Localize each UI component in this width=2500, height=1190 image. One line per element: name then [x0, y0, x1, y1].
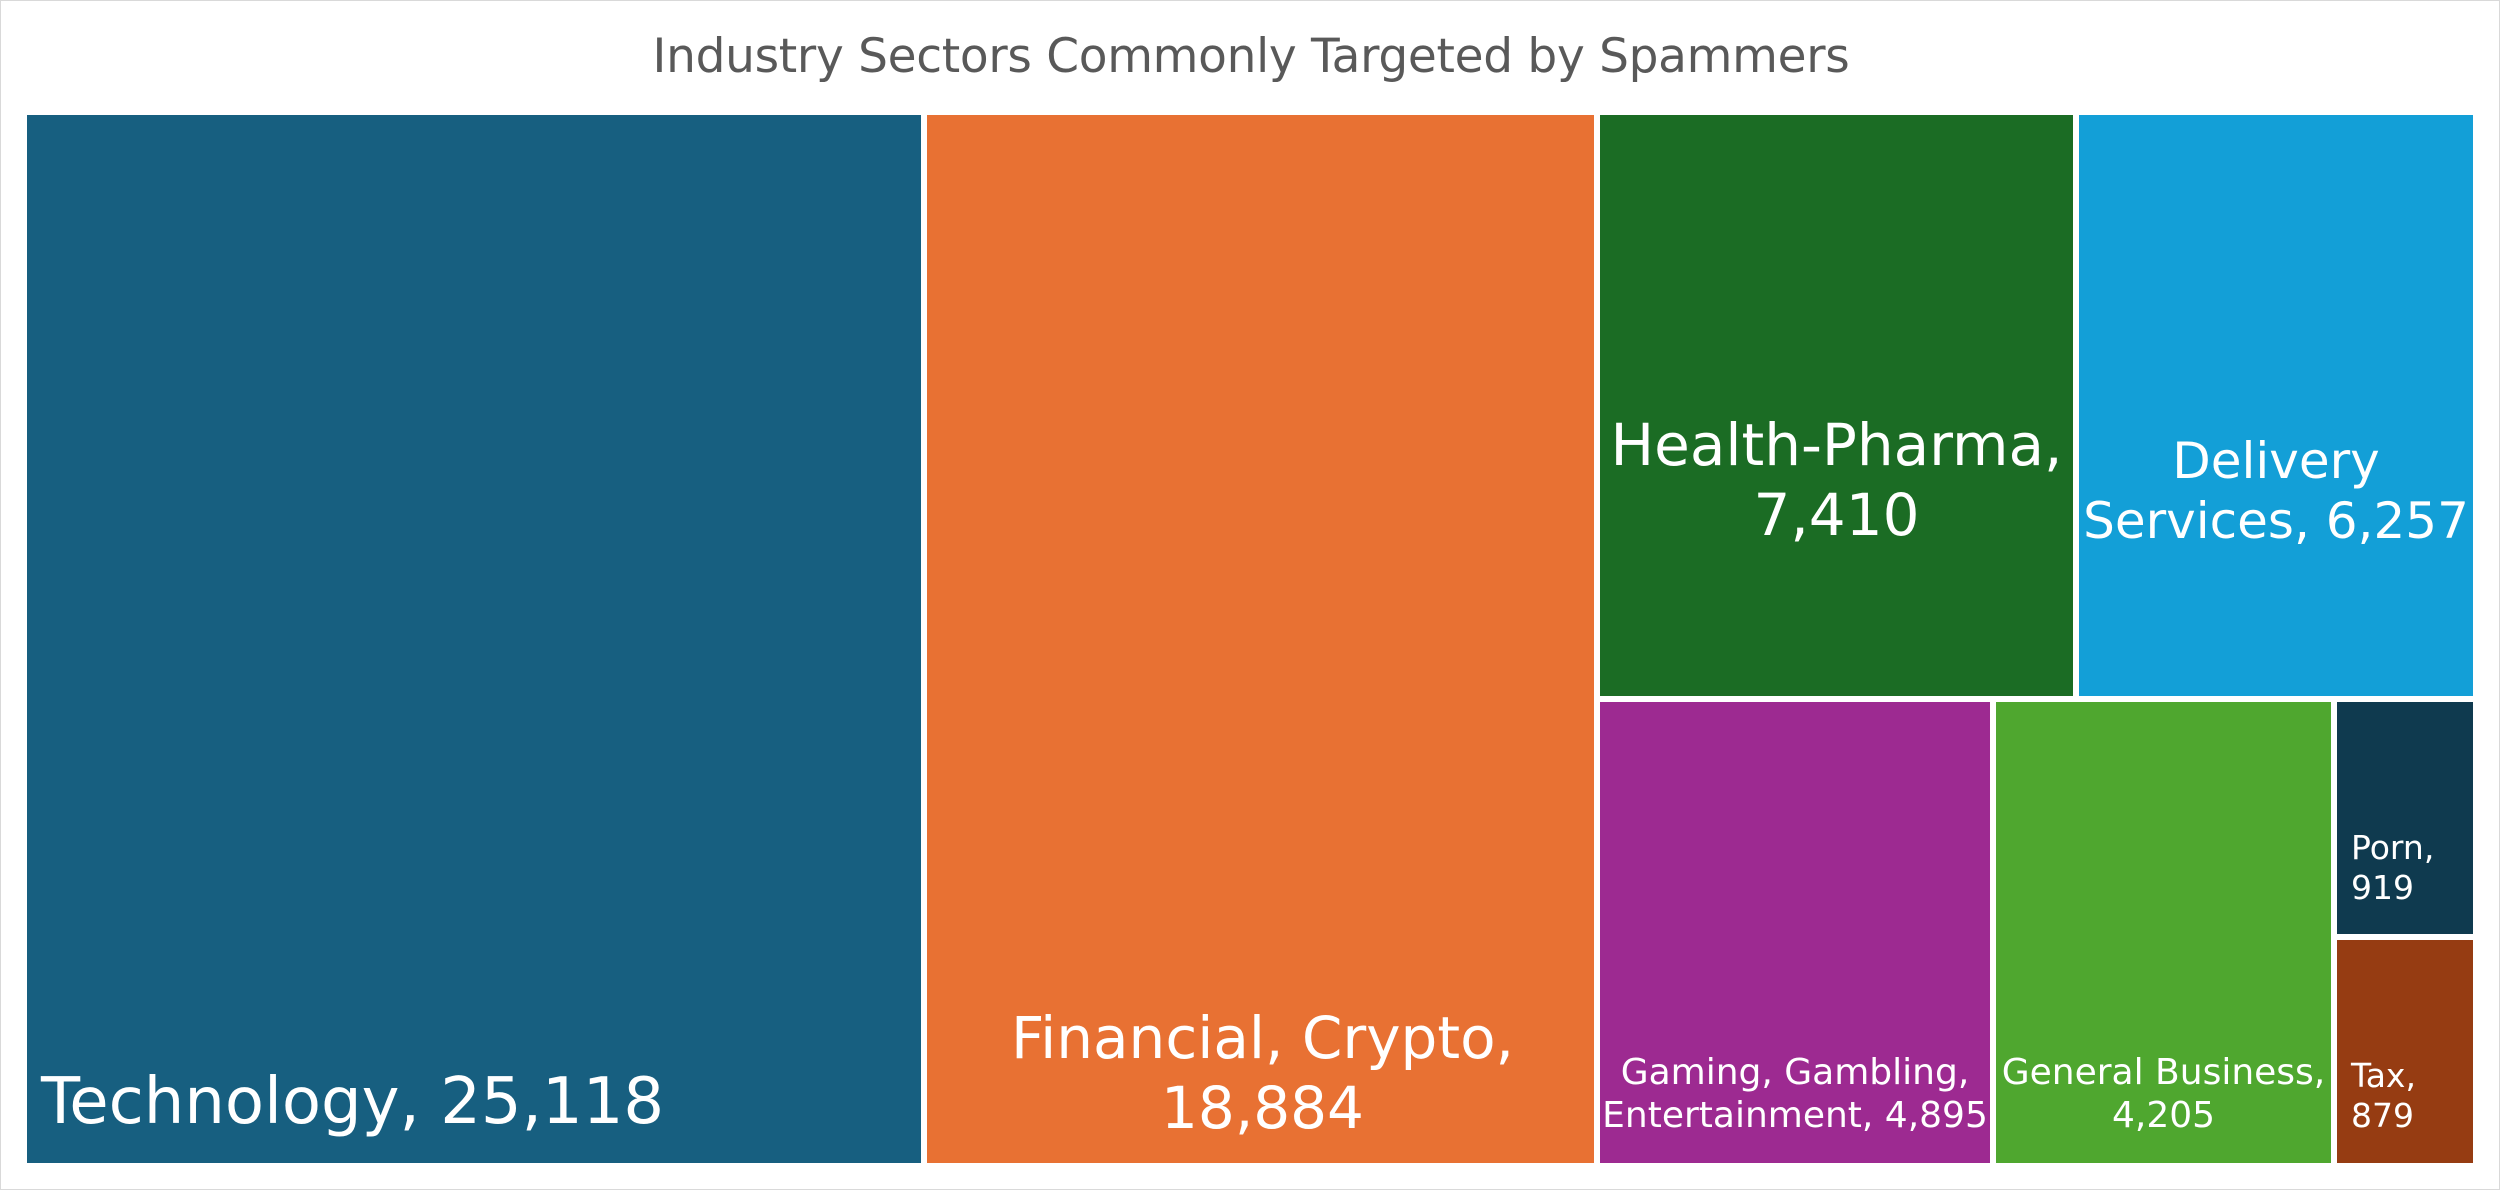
treemap-tile-gaming-gambling-entertainment: [1600, 702, 1990, 1163]
treemap-tile-label: Delivery Services, 6,257: [2083, 432, 2469, 550]
treemap-tile-label: Gaming, Gambling, Entertainment, 4,895: [1602, 1052, 1988, 1137]
treemap-tile-label: Health-Pharma, 7,410: [1610, 411, 2063, 549]
treemap-tile-label: General Business, 4,205: [2001, 1052, 2326, 1137]
chart-title: Industry Sectors Commonly Targeted by Sp…: [652, 29, 1850, 84]
treemap-tile-delivery-services: [2079, 115, 2473, 696]
treemap-tile-porn: [2337, 702, 2473, 934]
treemap-tile-financial-crypto: [927, 115, 1594, 1163]
treemap-tile-label: Porn, 919: [2351, 828, 2435, 907]
treemap-tile-technology: [27, 115, 921, 1163]
treemap-area: Technology, 25,118 Financial, Crypto, 18,8…: [27, 115, 2473, 1163]
treemap-tile-label: Technology, 25,118: [41, 1065, 665, 1139]
treemap-tile-general-business: [1996, 702, 2331, 1163]
treemap-tile-label: Financial, Crypto, 18,884: [1011, 1004, 1514, 1142]
treemap-tile-tax: [2337, 940, 2473, 1163]
treemap-tile-health-pharma: [1600, 115, 2073, 696]
treemap-tile-label: Tax, 879: [2351, 1056, 2416, 1135]
